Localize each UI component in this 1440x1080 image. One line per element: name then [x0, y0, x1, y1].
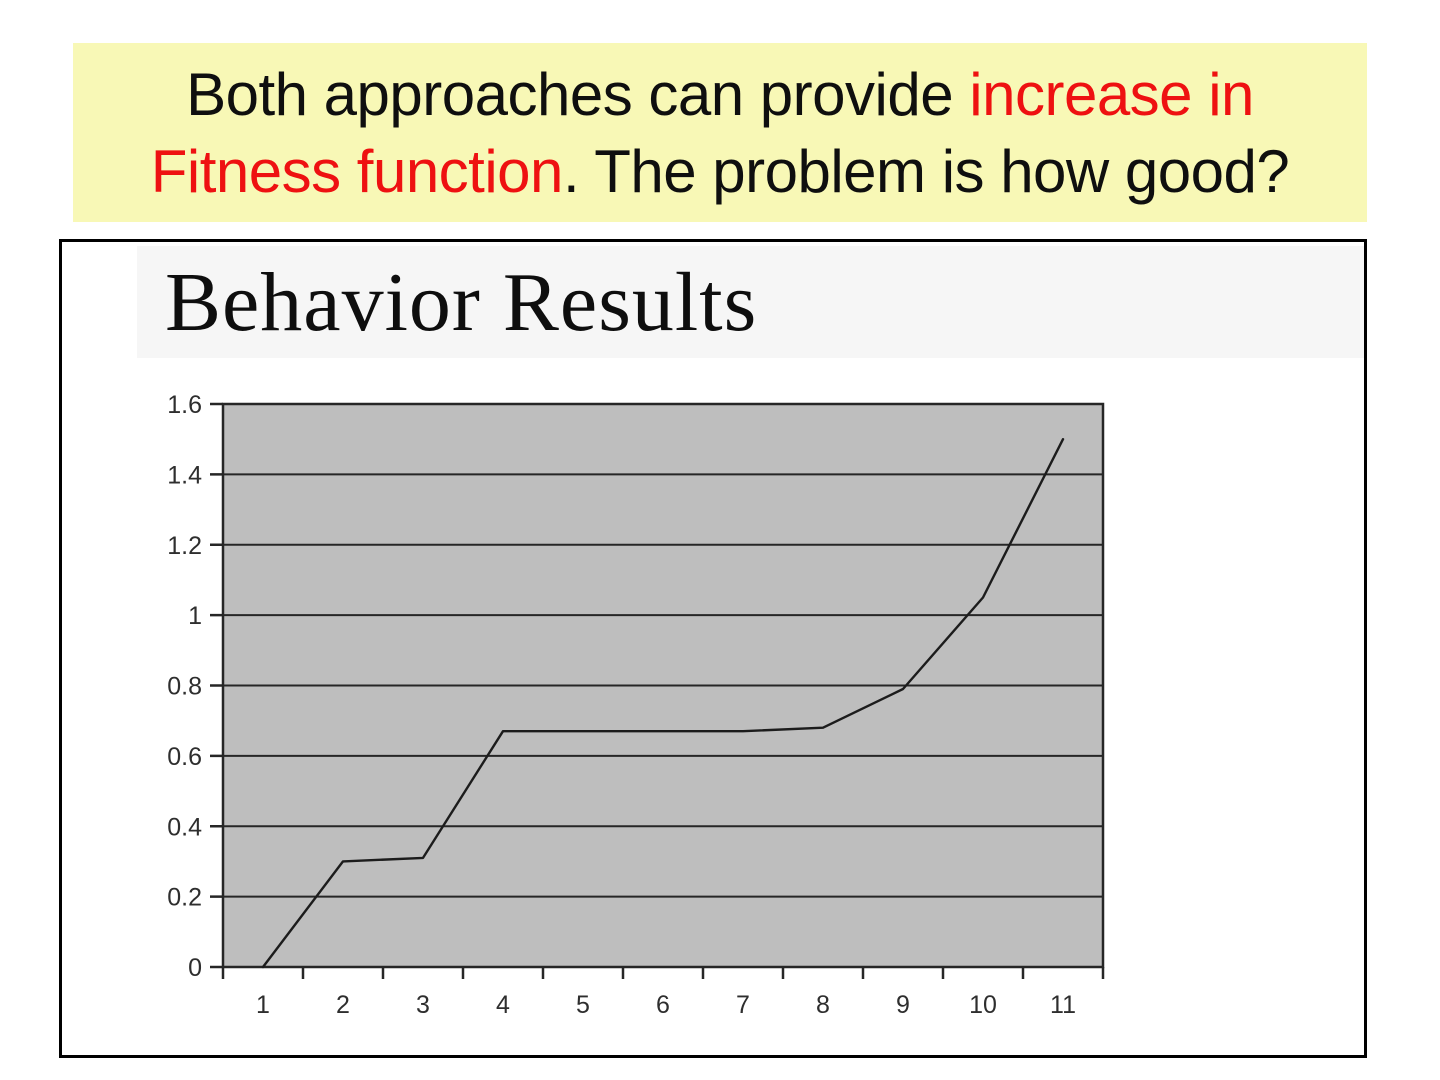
y-tick-label: 1.6 [167, 391, 202, 419]
fitness-series-line [261, 437, 1065, 969]
y-tick-label: 0.6 [167, 743, 202, 771]
x-tick-label: 11 [1050, 991, 1076, 1019]
headline-line-2: Fitness function. The problem is how goo… [73, 133, 1367, 210]
y-tick-label: 0.8 [167, 673, 202, 701]
y-tick-label: 0.2 [167, 884, 202, 912]
x-tick-label: 4 [496, 991, 510, 1019]
y-tick-label: 1 [188, 602, 202, 630]
plot-border [221, 402, 1105, 969]
headline-line2-black-text: . The problem is how good? [562, 137, 1290, 205]
y-tick-label: 0.4 [167, 813, 202, 841]
y-tick-label: 0 [188, 954, 202, 982]
x-tick-label: 1 [256, 991, 270, 1019]
x-tick-label: 3 [416, 991, 430, 1019]
headline-line1-red-text: increase in [969, 60, 1254, 128]
headline-line2-red-text: Fitness function [150, 137, 564, 205]
x-tick-label: 5 [576, 991, 590, 1019]
x-tick-label: 10 [969, 991, 997, 1019]
y-tick-label: 1.4 [167, 461, 202, 489]
chart-title-strip: Behavior Results [137, 246, 1364, 358]
headline-line1-black-text: Both approaches can provide [186, 60, 970, 128]
headline-banner: Both approaches can provide increase in … [73, 43, 1367, 222]
x-tick-label: 7 [736, 991, 750, 1019]
chart-panel: Behavior Results 0 0.2 0.4 0.6 0.8 1 1.2 1.4 1.6… [59, 239, 1367, 1058]
x-tick-label: 6 [656, 991, 670, 1019]
fitness-line-chart: 0 0.2 0.4 0.6 0.8 1 1.2 1.4 1.6 1 2 3 4 5 6 7 8 9 10 11 [167, 391, 1105, 1019]
x-tick-label: 8 [816, 991, 830, 1019]
headline-line-1: Both approaches can provide increase in [73, 56, 1367, 133]
x-tick-label: 9 [896, 991, 910, 1019]
chart-title: Behavior Results [165, 255, 758, 349]
x-tick-label: 2 [336, 991, 350, 1019]
y-tick-label: 1.2 [167, 532, 202, 560]
